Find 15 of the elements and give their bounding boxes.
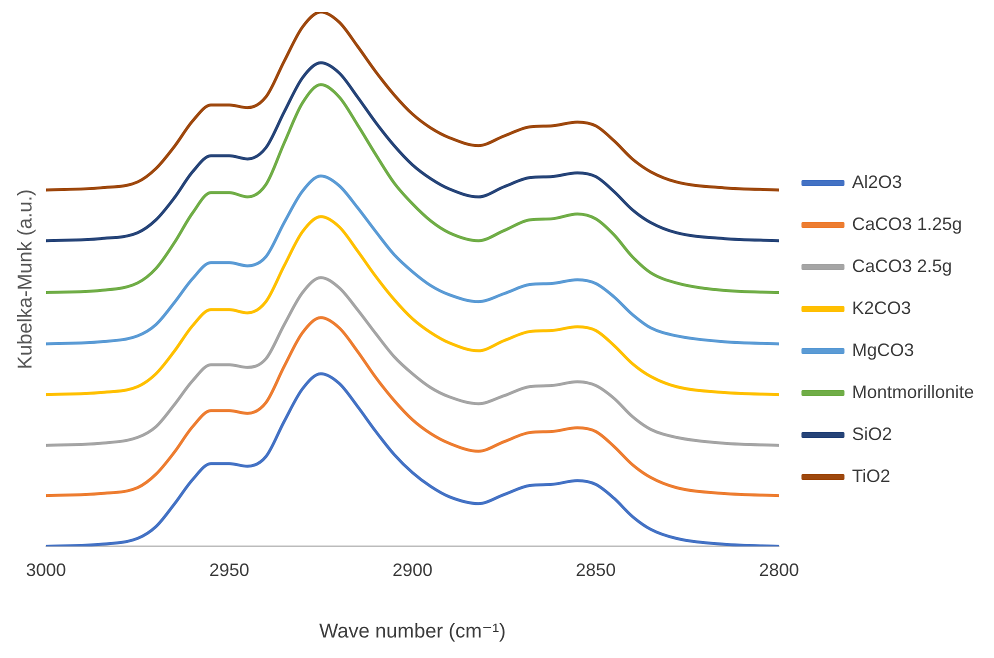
x-axis-title: Wave number (cm⁻¹) bbox=[319, 620, 506, 643]
x-tick-label: 2900 bbox=[392, 560, 432, 580]
legend-label: CaCO3 2.5g bbox=[852, 256, 952, 276]
y-axis-title: Kubelka-Munk (a.u.) bbox=[14, 189, 37, 370]
x-tick-label: 2950 bbox=[209, 560, 250, 580]
legend-label: SiO2 bbox=[852, 424, 892, 444]
legend-label: K2CO3 bbox=[852, 298, 911, 318]
x-tick-label: 3000 bbox=[26, 560, 66, 580]
legend-label: CaCO3 1.25g bbox=[852, 214, 962, 234]
legend-label: Montmorillonite bbox=[852, 382, 974, 402]
x-tick-label: 2800 bbox=[758, 560, 799, 580]
legend-label: MgCO3 bbox=[852, 340, 914, 360]
legend-label: Al2O3 bbox=[852, 172, 902, 192]
legend-label: TiO2 bbox=[852, 466, 890, 486]
x-tick-label: 2850 bbox=[576, 560, 616, 580]
